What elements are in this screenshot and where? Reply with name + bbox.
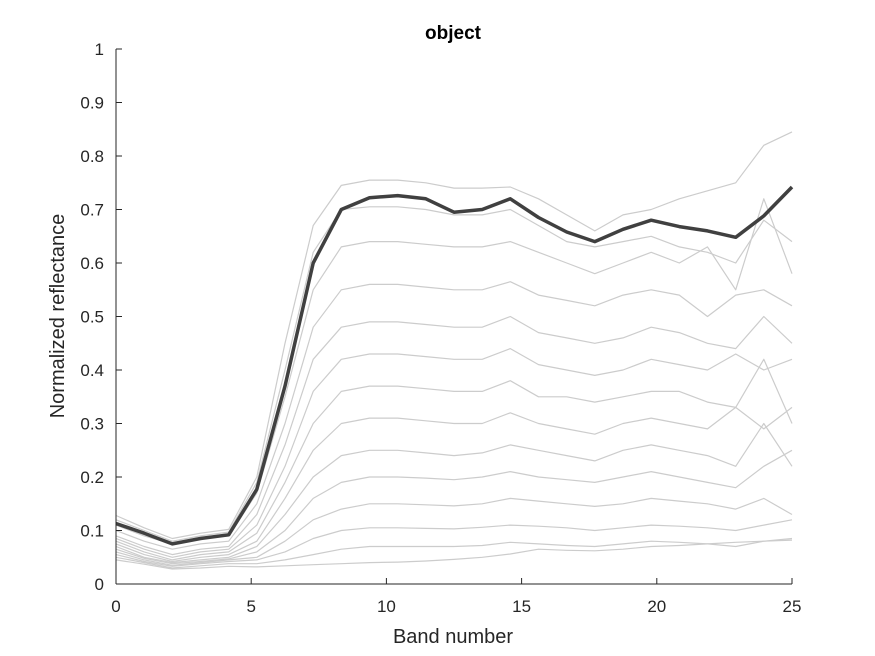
background-series-line-11 (115, 519, 793, 567)
axes-layer: 0 5 10 15 20 25 0 0.1 0.2 0.3 0.4 0.5 0.6 0.7 0.8 0.9 1 (80, 40, 801, 616)
background-series-line-10 (115, 497, 793, 566)
series-layer (115, 131, 794, 570)
y-axis-title: Normalized reflectance (47, 214, 69, 419)
y-tick-label-2: 0.2 (80, 468, 104, 487)
y-tick-label-0: 0 (95, 575, 104, 594)
background-series-line-4 (115, 315, 793, 556)
background-series-line-3 (115, 281, 793, 550)
y-tick-label-8: 0.8 (80, 147, 104, 166)
y-tick-label-10: 1 (95, 40, 104, 59)
x-tick-label-4: 20 (647, 597, 666, 616)
background-series-line-5 (115, 348, 793, 558)
y-tick-label-3: 0.3 (80, 415, 104, 434)
background-series-line-8 (115, 422, 793, 564)
y-tick-label-6: 0.6 (80, 254, 104, 273)
y-tick-label-9: 0.9 (80, 94, 104, 113)
background-series-line-0 (115, 131, 793, 540)
x-tick-label-0: 0 (111, 597, 120, 616)
x-tick-label-2: 10 (377, 597, 396, 616)
chart-title: object (425, 23, 482, 44)
background-series-line-6 (115, 358, 793, 561)
background-series-line-13 (115, 539, 793, 570)
background-series-line-12 (115, 537, 793, 569)
background-series-line-7 (115, 406, 793, 563)
y-tick-label-4: 0.4 (80, 361, 104, 380)
x-tick-label-5: 25 (783, 597, 802, 616)
background-series-line-9 (115, 449, 793, 565)
y-tick-label-7: 0.7 (80, 201, 104, 220)
y-tick-label-1: 0.1 (80, 522, 104, 541)
x-tick-label-3: 15 (512, 597, 531, 616)
x-tick-label-1: 5 (246, 597, 255, 616)
y-tick-label-5: 0.5 (80, 308, 104, 327)
highlight-series-line-0 (115, 185, 794, 546)
x-axis-title: Band number (393, 626, 513, 648)
